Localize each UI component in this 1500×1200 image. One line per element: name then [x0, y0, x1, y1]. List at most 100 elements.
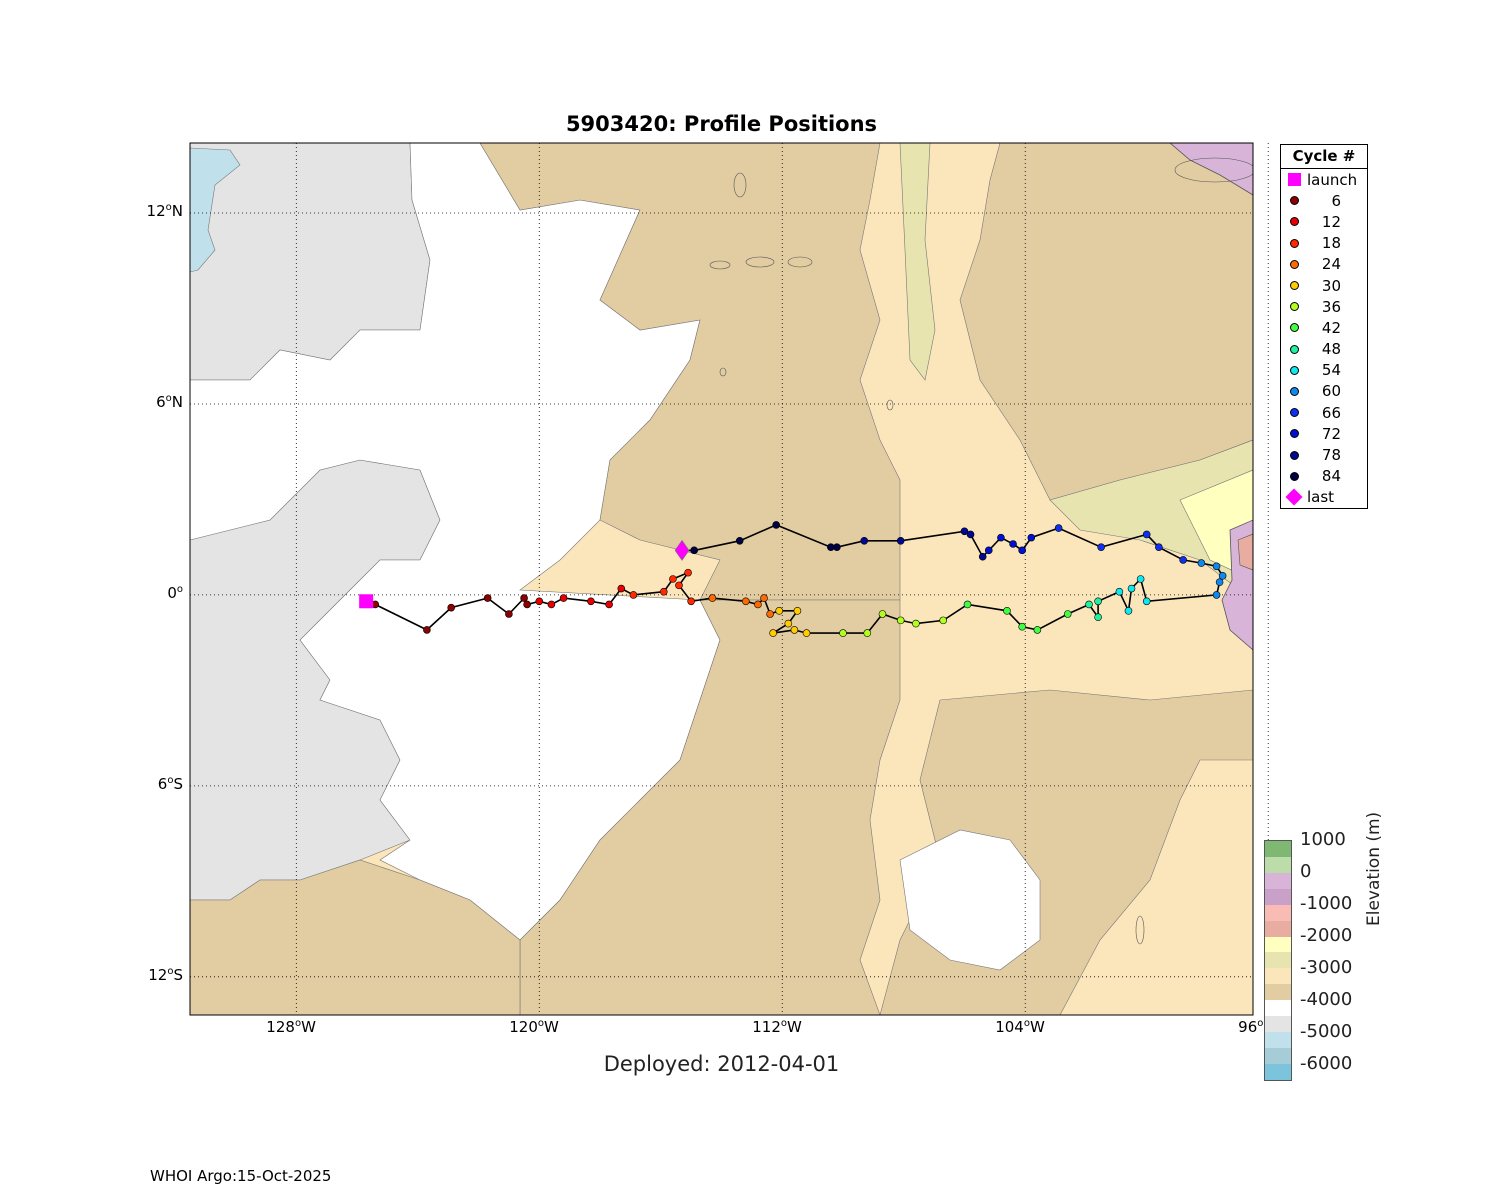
profile-marker [1054, 524, 1063, 532]
profile-marker [1085, 600, 1093, 609]
colorbar-tick-label: -4000 [1300, 989, 1353, 1010]
legend-item-cycle: 48 [1281, 339, 1367, 360]
profile-marker [523, 600, 531, 609]
ridge-region-north [899, 143, 936, 381]
legend-item-cycle: 36 [1281, 296, 1367, 317]
legend-item-cycle: 60 [1281, 381, 1367, 402]
legend-launch-label: launch [1307, 170, 1358, 189]
profile-marker [1197, 559, 1206, 567]
legend-cycle-label: 30 [1321, 276, 1341, 295]
profile-marker [1027, 533, 1036, 542]
profile-marker [447, 603, 455, 612]
launch-square-icon [1287, 173, 1301, 187]
track-line [365, 524, 1224, 634]
legend-item-cycle: 72 [1281, 423, 1367, 444]
profile-marker [1094, 597, 1102, 606]
footer-credit: WHOI Argo:15-Oct-2025 [150, 1167, 332, 1185]
profile-marker [769, 629, 777, 637]
legend-item-cycle: 18 [1281, 233, 1367, 254]
legend-cycle-label: 60 [1321, 382, 1341, 401]
plain-region-east [959, 143, 1253, 501]
profile-marker [1097, 543, 1105, 551]
profile-marker [754, 600, 762, 609]
profile-marker [1155, 543, 1163, 551]
profile-marker [735, 537, 744, 545]
profile-marker [1124, 607, 1133, 615]
cycle-dot-icon [1289, 450, 1299, 460]
profile-marker [1136, 575, 1145, 583]
profile-marker [963, 600, 972, 609]
lon-tick-label: 120oW [509, 1018, 559, 1036]
colorbar-tick-label: -5000 [1300, 1021, 1353, 1042]
legend-cycle-label: 12 [1321, 212, 1341, 231]
profile-marker [684, 568, 692, 577]
colorbar-tick-label: -6000 [1300, 1053, 1353, 1074]
profile-marker [1142, 597, 1151, 606]
legend-cycle-label: 78 [1321, 446, 1341, 465]
profile-marker [960, 527, 969, 536]
profile-marker [1218, 572, 1227, 580]
profile-marker [878, 610, 887, 618]
legend-header: Cycle # [1281, 145, 1367, 169]
profile-marker [1179, 556, 1187, 564]
profile-marker [896, 537, 905, 545]
profile-marker [896, 616, 905, 625]
lat-tick-label: 12oN [146, 202, 183, 220]
legend-cycle-label: 24 [1321, 255, 1341, 274]
legend-last-label: last [1307, 488, 1335, 507]
profile-marker [559, 594, 568, 602]
profile-marker [505, 610, 513, 618]
seamount-contours [709, 157, 1253, 945]
cycle-dot-icon [1289, 344, 1299, 354]
legend-cycle-label: 48 [1321, 340, 1341, 359]
profile-marker [520, 594, 528, 602]
colorbar-segment [1265, 968, 1291, 985]
coast-pink-east [1237, 533, 1253, 571]
profile-marker [708, 594, 717, 602]
float-track [365, 524, 1224, 634]
cycle-dot-icon [1289, 196, 1299, 206]
legend-item-launch: launch [1281, 169, 1367, 190]
profile-marker [912, 619, 920, 628]
profile-marker [1018, 622, 1026, 631]
colorbar-segment [1265, 952, 1291, 969]
profile-marker [772, 521, 780, 529]
lat-tick-label: 6oS [157, 774, 183, 793]
profile-marker [690, 546, 698, 555]
coast-region-northeast [1169, 143, 1253, 196]
legend-item-cycle: 30 [1281, 275, 1367, 296]
profile-marker [997, 533, 1005, 542]
legend-item-cycle: 78 [1281, 444, 1367, 465]
colorbar-segment [1265, 888, 1291, 905]
legend-item-cycle: 84 [1281, 466, 1367, 487]
profile-marker [1003, 607, 1011, 615]
colorbar-segment [1265, 984, 1291, 1001]
map-title: 5903420: Profile Positions [565, 112, 878, 136]
deployed-date: Deployed: 2012-04-01 [603, 1052, 840, 1076]
profile-marker [675, 581, 683, 590]
profile-marker [966, 530, 975, 539]
profile-marker [775, 607, 784, 615]
cycle-dot-icon [1289, 471, 1299, 481]
last-diamond-icon [1285, 488, 1303, 506]
legend-item-cycle: 42 [1281, 317, 1367, 338]
legend-cycle-label: 42 [1321, 318, 1341, 337]
legend-cycle-label: 36 [1321, 297, 1341, 316]
profile-marker [939, 616, 948, 625]
deep-blue-region [190, 147, 241, 273]
lon-tick-label: 128oW [266, 1018, 316, 1036]
last-marker [674, 539, 690, 561]
profile-marker [669, 575, 677, 583]
profile-marker [629, 591, 638, 599]
legend-cycle-label: 6 [1331, 191, 1341, 210]
colorbar-segment [1265, 1016, 1291, 1033]
profile-marker [1142, 530, 1151, 539]
colorbar-segment [1265, 841, 1291, 857]
profile-marker [860, 537, 869, 545]
legend-item-cycle: 66 [1281, 402, 1367, 423]
profile-marker [1215, 578, 1224, 586]
profile-marker [617, 584, 626, 593]
lat-tick-label: 0o [167, 583, 183, 602]
colorbar-segment [1265, 856, 1291, 873]
